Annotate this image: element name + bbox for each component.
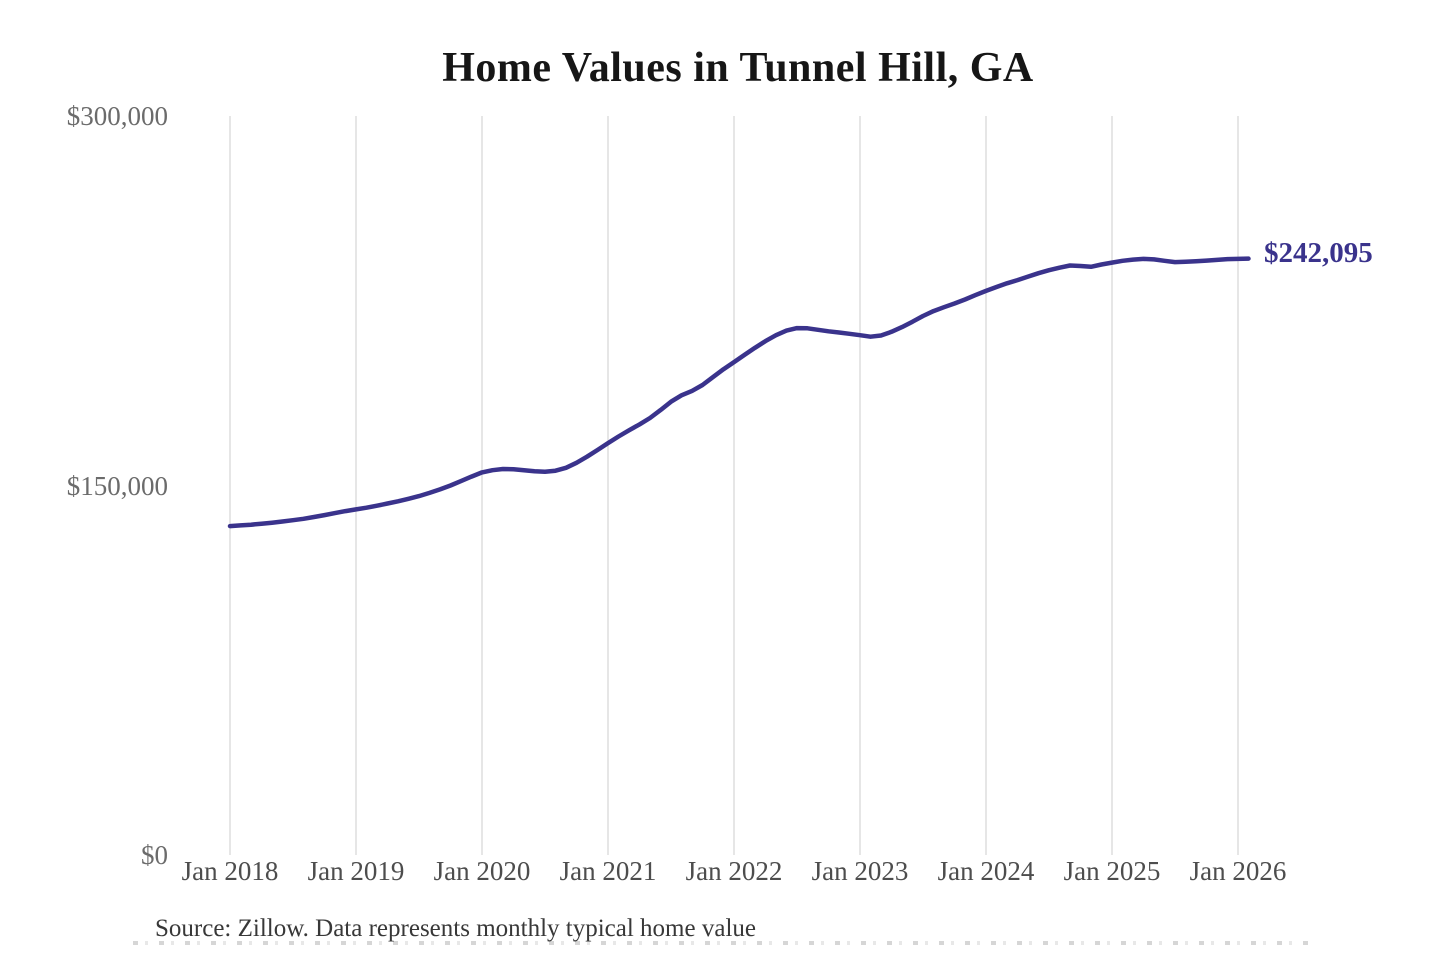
x-axis-label: Jan 2021 [559,856,657,886]
chart-title: Home Values in Tunnel Hill, GA [442,45,1034,91]
x-axis-label: Jan 2024 [937,856,1035,886]
y-axis-label: $150,000 [66,470,168,501]
x-axis-label: Jan 2023 [811,856,909,886]
x-axis-label: Jan 2019 [307,856,405,886]
x-axis-label: Jan 2020 [433,856,531,886]
x-axis-label: Jan 2026 [1189,856,1287,886]
home-value-line [227,256,1251,529]
y-axis-label: $0 [141,840,168,870]
x-axis-label: Jan 2025 [1063,856,1161,886]
cropped-text-fragment [133,941,1313,945]
y-axis-label: $300,000 [66,101,168,131]
gridlines [229,116,1239,855]
x-axis-label: Jan 2018 [181,856,279,886]
x-axis-label: Jan 2022 [685,856,783,886]
end-value-label: $242,095 [1264,236,1373,269]
source-note: Source: Zillow. Data represents monthly … [155,915,756,942]
